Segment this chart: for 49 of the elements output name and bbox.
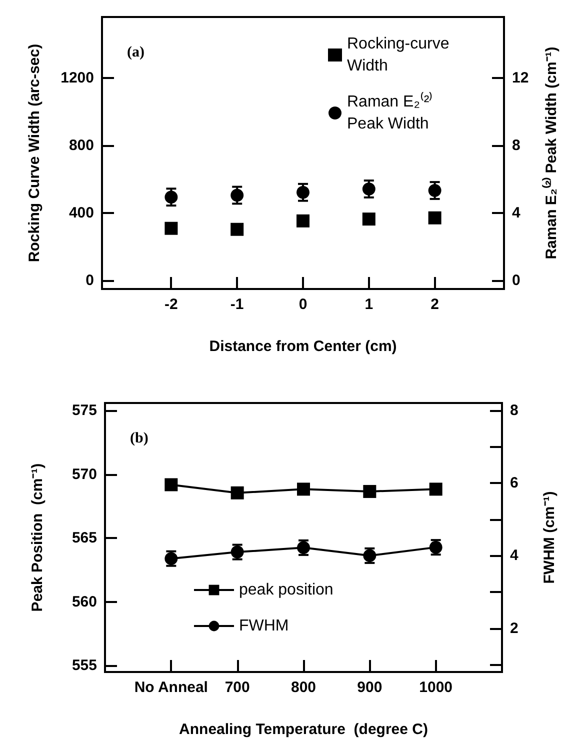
y-tick-label: 1200 xyxy=(60,69,94,86)
point xyxy=(230,486,244,500)
legend-label: Rocking-curve Width xyxy=(347,36,454,74)
x-tick-label: 1000 xyxy=(419,679,453,696)
y2-tick-label: 4 xyxy=(512,204,521,222)
legend-label: peak position xyxy=(239,582,334,598)
x-tick-label: 800 xyxy=(290,679,316,696)
x-tick-label: -1 xyxy=(230,296,244,313)
x-tick-label: 0 xyxy=(298,296,308,313)
y-tick-label: 400 xyxy=(68,204,94,222)
y2-tick-label: 6 xyxy=(510,474,518,492)
y2-tick-label: 0 xyxy=(512,272,520,290)
y2-axis-title: FWHM (cm⁻¹) xyxy=(541,491,558,584)
y2-tick-label: 2 xyxy=(510,620,518,637)
annotation: (b) xyxy=(130,430,148,446)
y2-axis-title: Raman E₂⁽²⁾ Peak Width (cm⁻¹) xyxy=(542,46,560,260)
annotation: (a) xyxy=(127,44,144,60)
y-axis-title: Rocking Curve Width (arc-sec) xyxy=(26,44,43,262)
point xyxy=(363,484,376,498)
point xyxy=(164,222,178,235)
legend-label: Raman E₂⁽²⁾ Peak Width xyxy=(347,92,438,132)
y2-tick-label: 12 xyxy=(512,69,529,86)
y-tick-label: 575 xyxy=(72,402,97,420)
y-tick-label: 0 xyxy=(86,272,94,290)
point xyxy=(362,212,376,226)
x-tick-label: 2 xyxy=(430,296,439,313)
y-tick-label: 560 xyxy=(72,593,97,610)
point xyxy=(296,214,310,228)
point xyxy=(297,482,310,496)
point xyxy=(428,211,442,224)
y-tick-label: 800 xyxy=(68,136,94,154)
y2-tick-label: 8 xyxy=(510,402,518,419)
point xyxy=(230,222,244,236)
x-tick-label: 1 xyxy=(364,296,374,313)
y-tick-label: 565 xyxy=(72,530,97,547)
x-tick-label: 900 xyxy=(357,679,382,696)
y2-tick-label: 4 xyxy=(510,547,519,564)
point xyxy=(164,478,178,492)
x-tick-label: No Anneal xyxy=(134,679,208,696)
x-axis-title: Annealing Temperature (degree C) xyxy=(179,721,428,738)
y-tick-label: 570 xyxy=(72,466,97,483)
x-tick-label: 700 xyxy=(224,679,250,696)
y2-tick-label: 8 xyxy=(512,136,520,154)
point xyxy=(429,482,442,496)
y-axis-title: Peak Position (cm⁻¹) xyxy=(29,463,46,612)
x-axis-title: Distance from Center (cm) xyxy=(209,338,397,355)
x-tick-label: -2 xyxy=(164,296,178,313)
y-tick-label: 555 xyxy=(72,657,97,674)
legend-label: FWHM xyxy=(239,618,289,634)
